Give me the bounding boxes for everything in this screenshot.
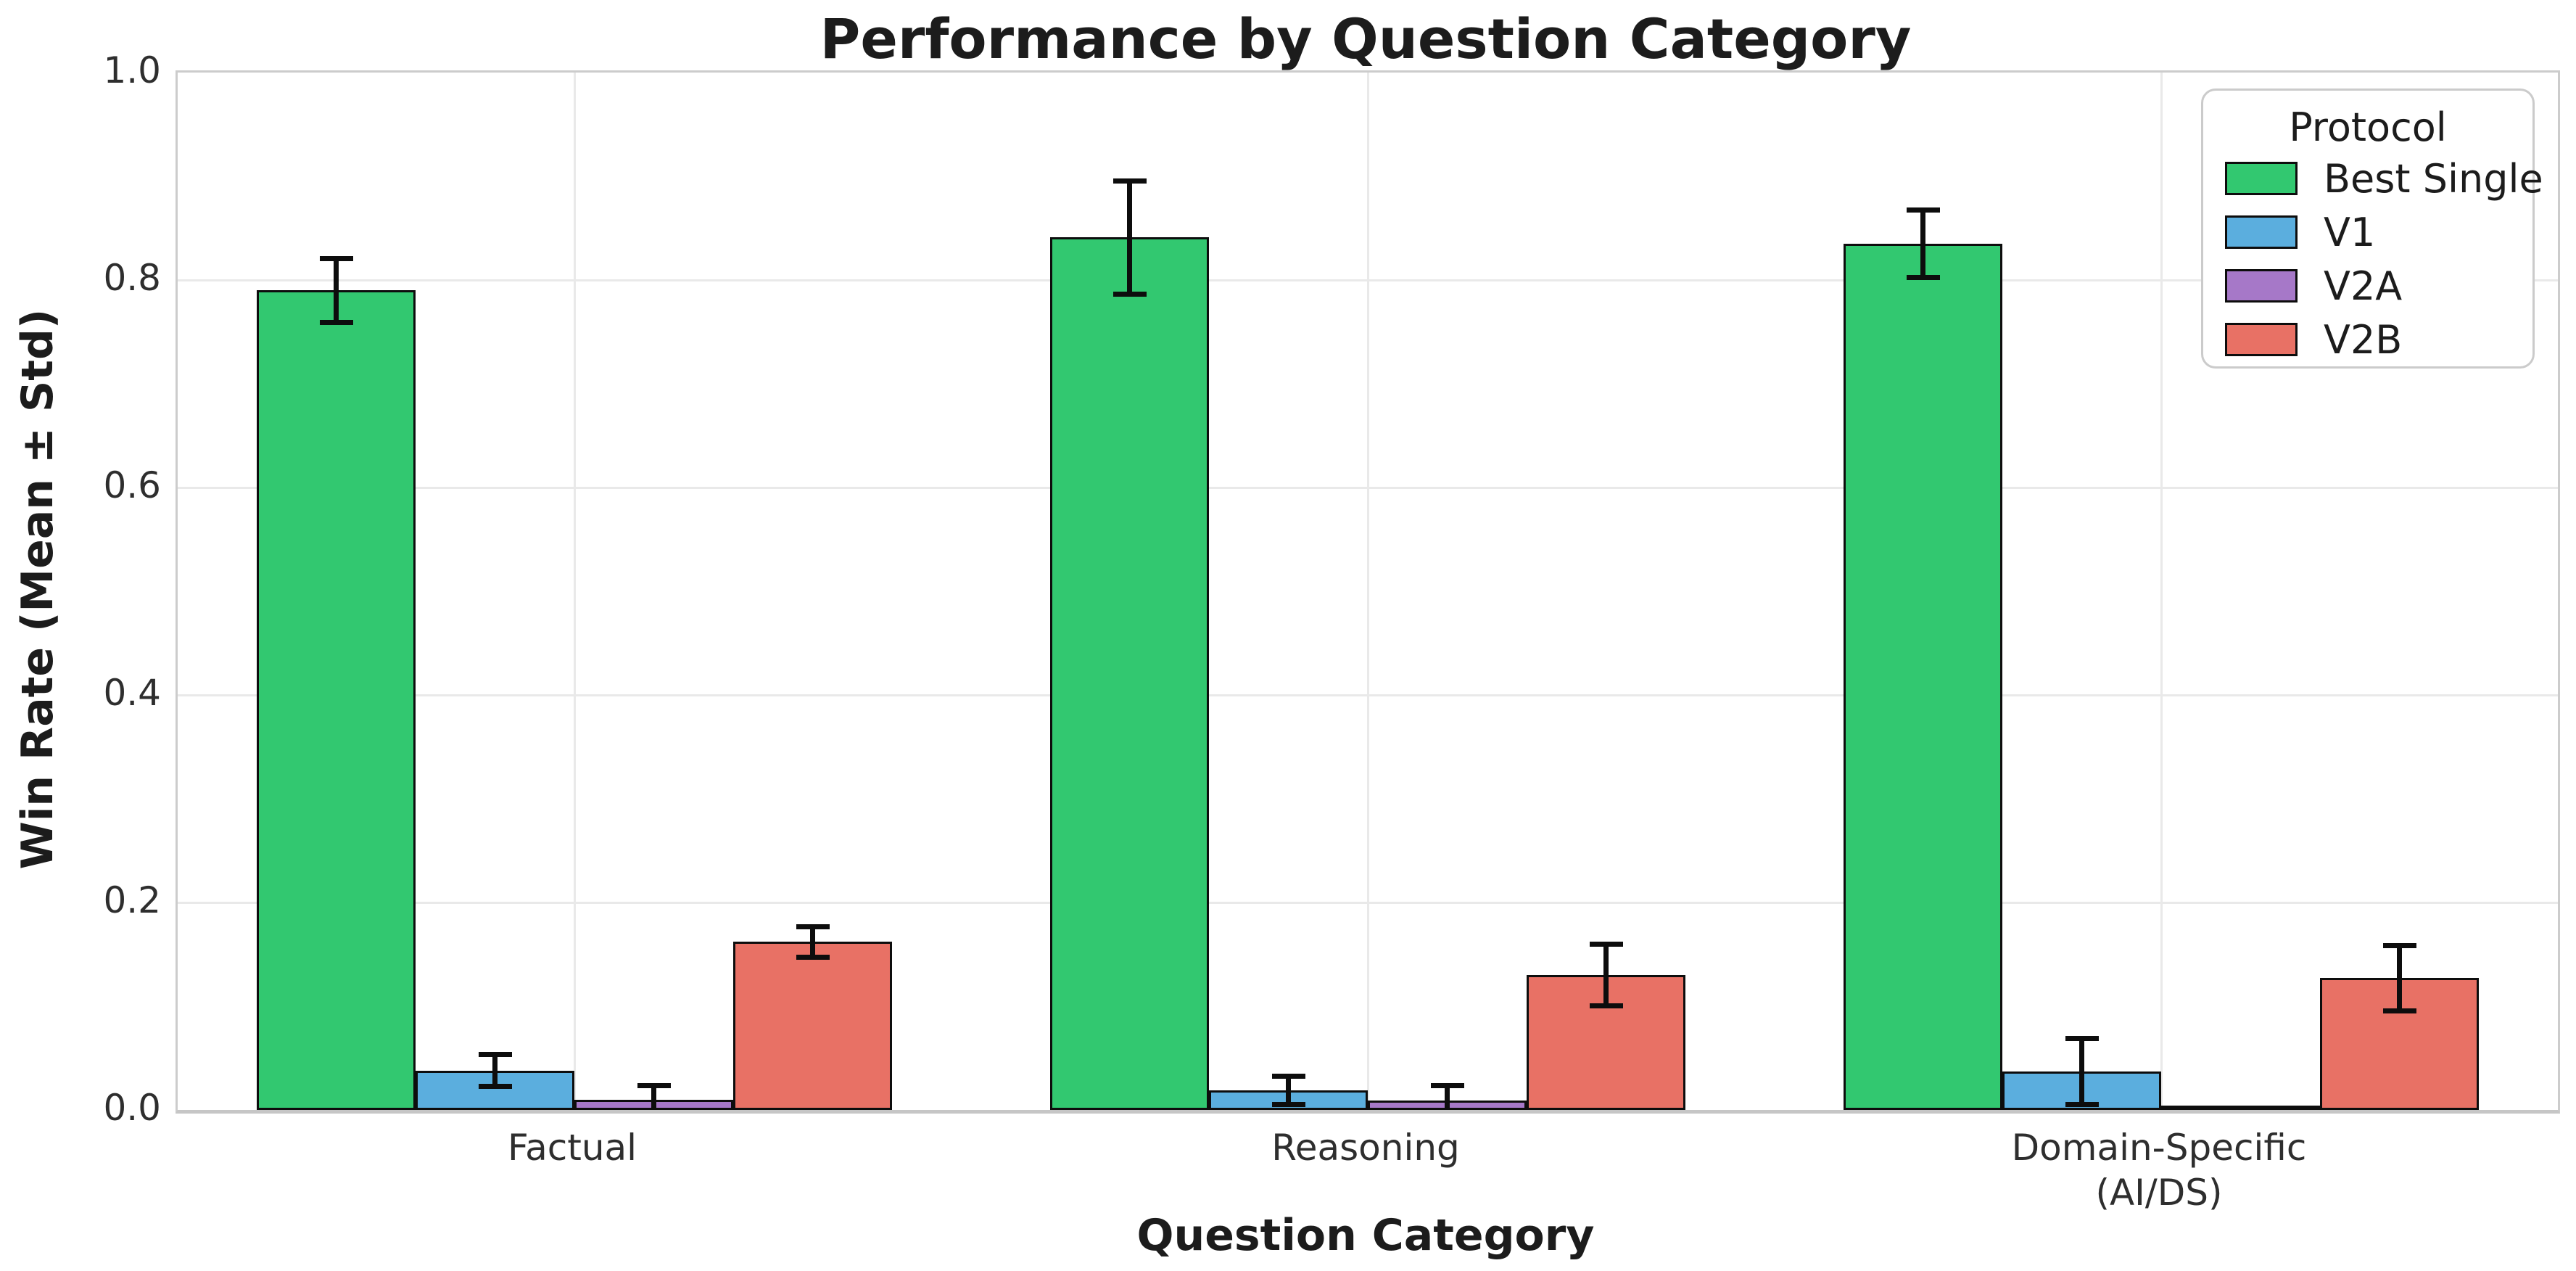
error-cap-top-v2a-1: [637, 1082, 671, 1088]
legend-title: Protocol: [2289, 104, 2447, 150]
bar-best-single-domain-specific: [1844, 243, 2002, 1110]
error-cap-bottom-v1-1: [478, 1084, 512, 1090]
error-cap-top-best-single-1: [319, 256, 353, 262]
error-bar-v2b-1: [810, 924, 815, 960]
legend-patch-best-single: [2225, 162, 2298, 195]
legend-label-v2a: V2A: [2324, 263, 2403, 309]
bar-v2b-factual: [733, 942, 892, 1110]
gridline-v-3: [2160, 73, 2163, 1110]
y-axis-label: Win Rate (Mean ± Std): [12, 308, 63, 870]
error-bar-best-single-3: [1920, 207, 1925, 280]
error-cap-top-v2a-2: [1430, 1082, 1464, 1088]
x-tick-domain-specific: Domain-Specific (AI/DS): [2011, 1127, 2307, 1214]
error-bar-v2a-2: [1445, 1082, 1450, 1110]
error-bar-v1-3: [2079, 1036, 2084, 1107]
legend-label-v1: V1: [2324, 209, 2376, 255]
error-cap-bottom-v2b-2: [1589, 1003, 1623, 1008]
error-cap-bottom-v2a-2: [1431, 1113, 1464, 1114]
error-cap-top-v2b-1: [796, 924, 830, 930]
y-tick-0.6: 0.6: [103, 464, 161, 506]
legend-row-v2a: V2A: [2203, 259, 2532, 313]
legend: Protocol Best Single V1 V2A V2B: [2201, 89, 2543, 369]
error-cap-top-v1-2: [1271, 1073, 1305, 1079]
plot-area: [176, 70, 2560, 1114]
legend-patch-v1: [2225, 215, 2298, 249]
error-cap-top-v1-3: [2065, 1036, 2099, 1042]
error-cap-top-v2b-3: [2382, 942, 2416, 948]
legend-label-v2b: V2B: [2324, 316, 2403, 363]
error-cap-bottom-v1-3: [2065, 1101, 2099, 1107]
y-tick-0.4: 0.4: [103, 672, 161, 714]
legend-row-v1: V1: [2203, 205, 2532, 259]
legend-patch-v2b: [2225, 323, 2298, 356]
x-tick-factual: Factual: [507, 1127, 637, 1169]
error-bar-v1-1: [492, 1051, 498, 1090]
legend-row-best-single: Best Single: [2203, 152, 2543, 205]
x-tick-reasoning: Reasoning: [1271, 1127, 1460, 1169]
legend-patch-v2a: [2225, 269, 2298, 303]
bar-best-single-factual: [257, 290, 416, 1110]
error-cap-bottom-best-single-1: [319, 319, 353, 325]
legend-row-v2b: V2B: [2203, 313, 2532, 366]
chart-title: Performance by Question Category: [820, 7, 1912, 71]
y-tick-0.2: 0.2: [103, 879, 161, 921]
error-cap-top-best-single-2: [1112, 178, 1147, 184]
error-bar-best-single-2: [1127, 178, 1132, 297]
error-cap-bottom-v1-2: [1271, 1101, 1305, 1107]
error-cap-bottom-best-single-3: [1906, 275, 1940, 280]
y-tick-0.0: 0.0: [103, 1087, 161, 1129]
legend-rows: Best Single V1 V2A V2B: [2203, 152, 2543, 366]
error-cap-bottom-v2b-3: [2382, 1008, 2416, 1014]
error-cap-top-v2b-2: [1589, 942, 1623, 947]
error-bar-best-single-1: [334, 256, 339, 325]
bar-v1-factual: [416, 1070, 574, 1110]
bar-v2a-domain-specific: [2161, 1106, 2320, 1110]
gridline-v-2: [1366, 73, 1369, 1110]
y-tick-1.0: 1.0: [103, 49, 161, 91]
x-axis-label: Question Category: [1136, 1210, 1595, 1261]
bar-best-single-reasoning: [1050, 237, 1209, 1110]
legend-label-best-single: Best Single: [2324, 155, 2543, 202]
error-cap-bottom-best-single-2: [1112, 291, 1147, 297]
error-bar-v2b-3: [2397, 942, 2402, 1014]
error-cap-top-v1-1: [478, 1051, 512, 1057]
error-cap-bottom-v2b-1: [796, 954, 830, 960]
error-bar-v2a-1: [651, 1082, 656, 1110]
error-bar-v1-2: [1286, 1073, 1291, 1107]
gridline-v-1: [573, 73, 576, 1110]
error-cap-bottom-v2a-1: [637, 1111, 671, 1114]
error-bar-v2b-2: [1603, 942, 1609, 1008]
y-tick-0.8: 0.8: [103, 257, 161, 299]
error-cap-top-best-single-3: [1906, 207, 1940, 213]
